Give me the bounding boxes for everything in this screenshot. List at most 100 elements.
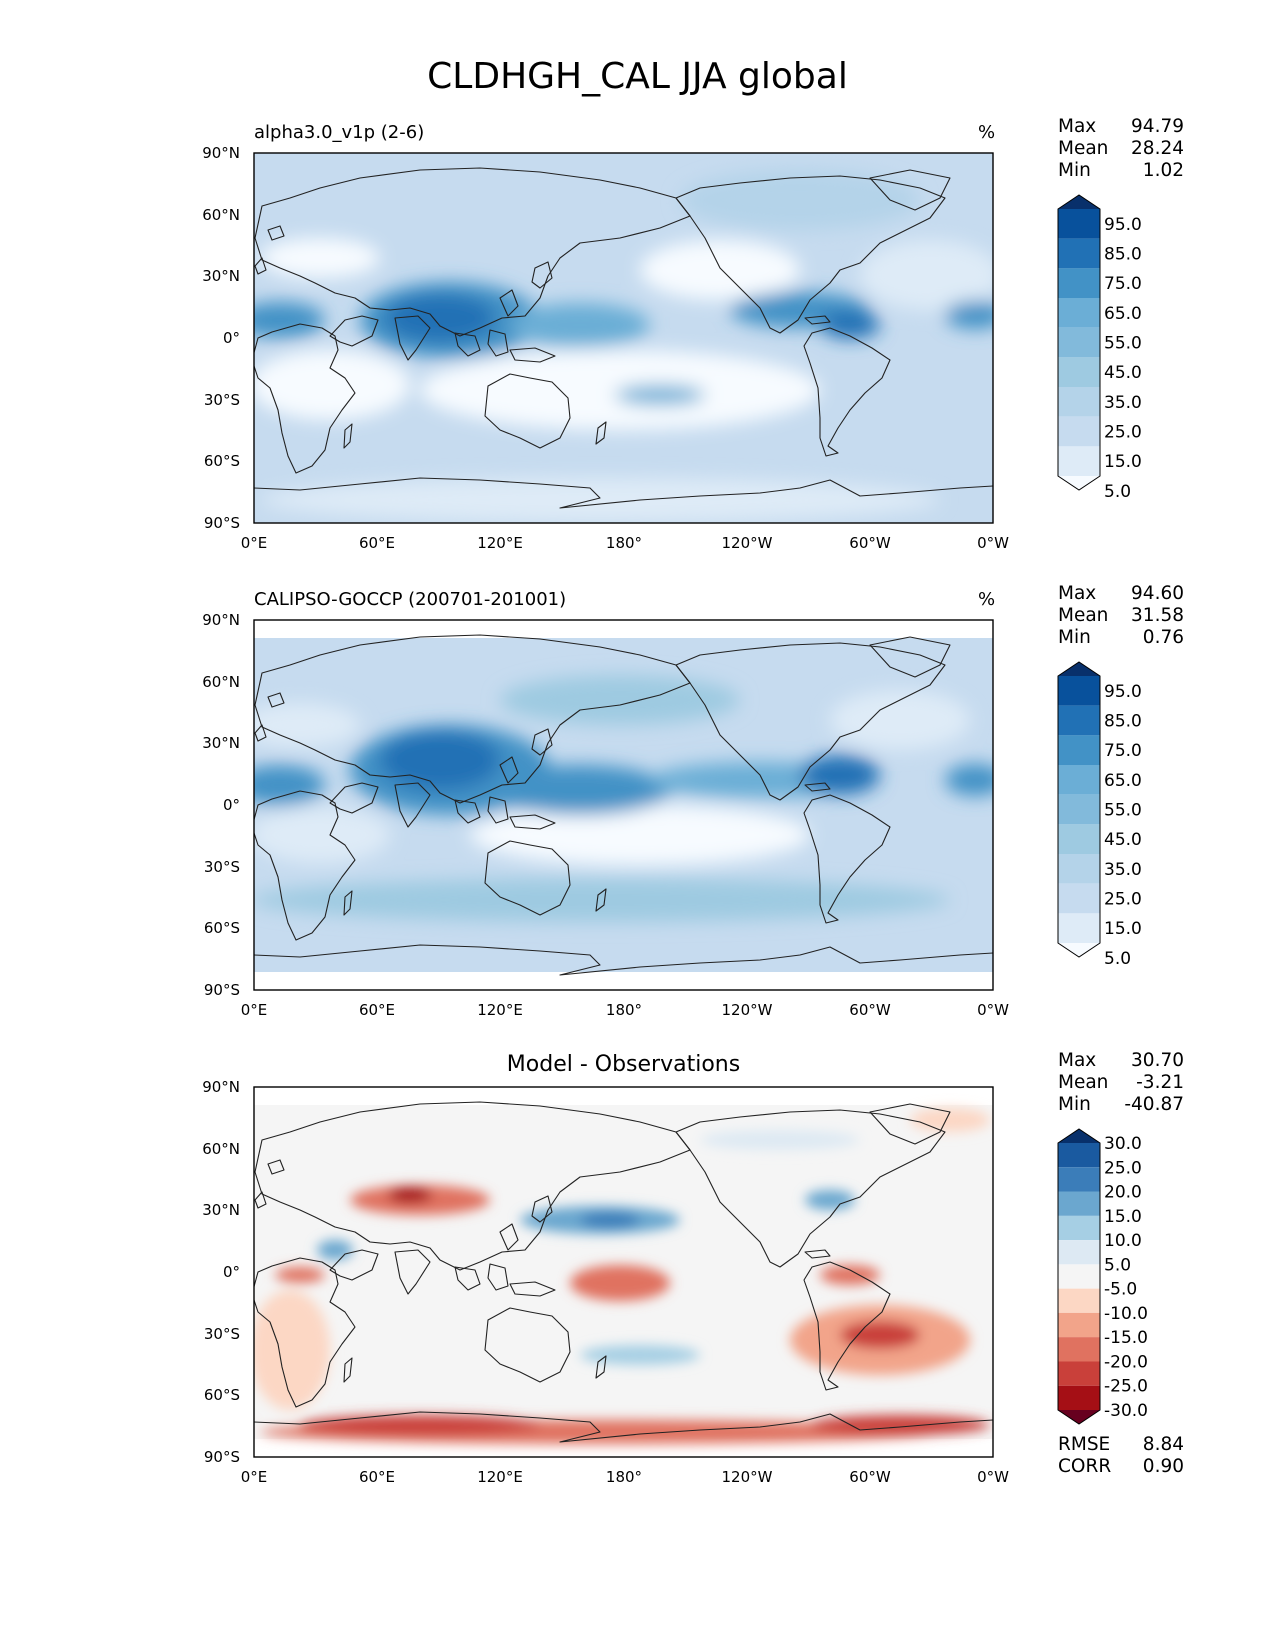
colorbar-label: 25.0 (1104, 890, 1142, 910)
figure-title: CLDHGH_CAL JJA global (427, 56, 848, 97)
lon-tick: 0°E (240, 1001, 268, 1019)
lat-tick: 30°N (202, 1201, 240, 1219)
lat-tick: 60°N (202, 673, 240, 691)
colorbar-label: -20.0 (1104, 1352, 1148, 1372)
colorbar-cell (1058, 195, 1100, 209)
colorbar-label: 75.0 (1104, 274, 1142, 294)
stat-mean-value: -3.21 (1136, 1072, 1184, 1093)
colorbar-label: -10.0 (1104, 1304, 1148, 1324)
colorbar-cell (1058, 824, 1100, 854)
colorbar-label: -15.0 (1104, 1328, 1148, 1348)
panel-3-map (253, 1086, 994, 1458)
colorbar-cell (1058, 883, 1100, 914)
panel-3-error-stats: RMSE 8.84 CORR 0.90 (1058, 1434, 1184, 1482)
panel-3-stats: Max 30.70 Mean -3.21 Min -40.87 (1058, 1050, 1184, 1120)
stat-min-value: 0.76 (1142, 627, 1184, 648)
stat-corr-value: 0.90 (1142, 1456, 1184, 1477)
colorbar-label: 85.0 (1104, 245, 1142, 265)
colorbar-cell (1058, 357, 1100, 387)
colorbar-label: 30.0 (1104, 1134, 1142, 1154)
panel-2-title: CALIPSO-GOCCP (200701-201001) (254, 589, 567, 610)
stat-mean-label: Mean (1058, 605, 1109, 626)
lat-tick: 90°S (203, 1448, 240, 1466)
colorbar-cell (1058, 765, 1100, 795)
colorbar-cell (1058, 1167, 1100, 1192)
lon-tick: 120°E (477, 534, 523, 552)
colorbar-label: 45.0 (1104, 830, 1142, 850)
panel-2-units: % (978, 589, 996, 610)
colorbar-cell (1058, 1129, 1100, 1143)
lat-tick: 60°S (203, 1386, 240, 1404)
lat-tick: 90°N (202, 1078, 240, 1096)
colorbar-cell (1058, 1215, 1100, 1241)
colorbar-cell (1058, 1143, 1100, 1168)
colorbar-label: 5.0 (1104, 482, 1131, 502)
lon-tick: 60°E (358, 1468, 396, 1486)
colorbar-cell (1058, 735, 1100, 765)
lon-tick: 0°E (240, 1468, 268, 1486)
panel-1-stats: Max 94.79 Mean 28.24 Min 1.02 (1058, 116, 1184, 186)
lon-tick: 60°W (849, 1001, 891, 1019)
lat-tick: 0° (222, 1263, 240, 1281)
colorbar-label: 65.0 (1104, 304, 1142, 324)
colorbar-label: 55.0 (1104, 334, 1142, 354)
lon-tick: 120°W (721, 534, 773, 552)
colorbar-cell (1058, 854, 1100, 884)
colorbar-label: -25.0 (1104, 1377, 1148, 1397)
stat-max-label: Max (1058, 583, 1097, 604)
lon-tick: 120°E (477, 1468, 523, 1486)
colorbar-cell (1058, 1385, 1100, 1410)
colorbar-label: 95.0 (1104, 682, 1142, 702)
stat-max-value: 94.79 (1131, 116, 1184, 137)
stat-rmse-value: 8.84 (1142, 1434, 1184, 1455)
lon-tick: 120°W (721, 1468, 773, 1486)
panel-1-title: alpha3.0_v1p (2-6) (254, 122, 425, 143)
lon-tick: 180° (605, 534, 643, 552)
stat-max-value: 30.70 (1131, 1050, 1184, 1071)
colorbars: 95.0 85.0 75.0 65.0 55.0 45.0 35.0 25.0 15.0 5.0 9… (1057, 194, 1148, 1425)
panel-1-map (253, 152, 994, 524)
stat-min-label: Min (1058, 627, 1091, 648)
lat-tick: 30°N (202, 734, 240, 752)
stat-rmse-label: RMSE (1058, 1434, 1111, 1455)
stat-max-label: Max (1058, 116, 1097, 137)
colorbar-label: 5.0 (1104, 949, 1131, 969)
lon-tick: 120°E (477, 1001, 523, 1019)
colorbar-cell (1058, 298, 1100, 328)
stat-mean-value: 28.24 (1131, 138, 1184, 159)
colorbar-cell (1058, 1264, 1100, 1289)
stat-max-value: 94.60 (1131, 583, 1184, 604)
colorbar-cell (1058, 913, 1100, 943)
colorbar-cell (1058, 1361, 1100, 1386)
stat-min-label: Min (1058, 1094, 1091, 1115)
colorbar-label: -30.0 (1104, 1401, 1148, 1421)
colorbar-cell (1058, 794, 1100, 825)
colorbar-cell (1058, 1312, 1100, 1338)
colorbar-label: 10.0 (1104, 1231, 1142, 1251)
panel-2-stats: Max 94.60 Mean 31.58 Min 0.76 (1058, 583, 1184, 653)
colorbar-cell (1058, 327, 1100, 358)
panel-2-map (253, 619, 994, 991)
colorbar-cell (1058, 1337, 1100, 1362)
stat-mean-label: Mean (1058, 138, 1109, 159)
lat-tick: 60°S (203, 452, 240, 470)
colorbar-cell (1058, 416, 1100, 447)
colorbar-label: 35.0 (1104, 393, 1142, 413)
lon-tick: 60°W (849, 1468, 891, 1486)
lon-tick: 120°W (721, 1001, 773, 1019)
colorbar-label: 75.0 (1104, 741, 1142, 761)
colorbar-outline (1057, 194, 1101, 491)
lon-tick: 180° (605, 1468, 643, 1486)
lat-tick: 30°S (203, 1325, 240, 1343)
colorbar-label: 25.0 (1104, 423, 1142, 443)
colorbar-cell (1058, 446, 1100, 476)
lat-tick: 30°N (202, 267, 240, 285)
lon-tick: 0°W (977, 1001, 1009, 1019)
colorbar-outline (1057, 1128, 1101, 1425)
stat-mean-label: Mean (1058, 1072, 1109, 1093)
colorbar-label: 55.0 (1104, 801, 1142, 821)
lat-tick: 90°N (202, 144, 240, 162)
colorbar-cell (1058, 268, 1100, 298)
lon-tick: 0°W (977, 1468, 1009, 1486)
colorbar-cell (1058, 662, 1100, 676)
